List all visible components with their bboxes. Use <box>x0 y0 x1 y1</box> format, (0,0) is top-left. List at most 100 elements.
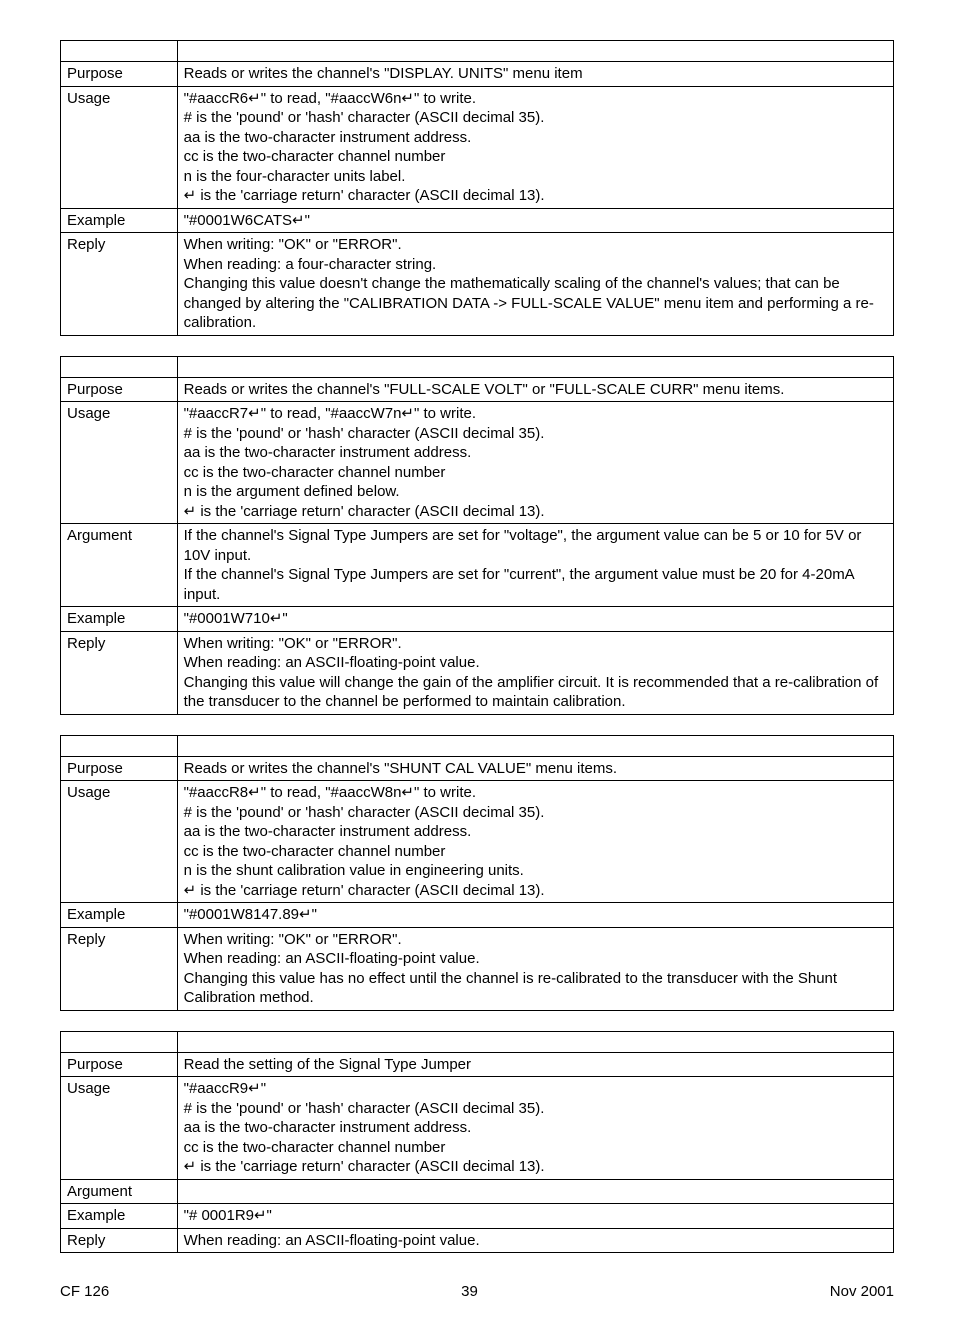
row-label: Reply <box>61 927 178 1010</box>
footer-left: CF 126 <box>60 1283 109 1300</box>
table-row: PurposeReads or writes the channel's "FU… <box>61 377 894 402</box>
table-row: Purpose Reads or writes the channel's "SH… <box>61 756 894 781</box>
table-header-cell <box>61 356 178 377</box>
command-table: PurposeReads or writes the channel's "FU… <box>60 356 894 715</box>
row-label: Purpose <box>61 756 178 781</box>
content-line: If the channel's Signal Type Jumpers are… <box>184 565 887 604</box>
content-line: cc is the two-character channel number <box>184 1138 887 1158</box>
row-content: Reads or writes the channel's "FULL-SCAL… <box>177 377 893 402</box>
content-line: aa is the two-character instrument addre… <box>184 443 887 463</box>
content-line: aa is the two-character instrument addre… <box>184 1118 887 1138</box>
content-line: Reads or writes the channel's "SHUNT CAL… <box>184 759 887 779</box>
content-line: "#aaccR6↵" to read, "#aaccW6n↵" to write… <box>184 89 887 109</box>
row-label: Purpose <box>61 1052 178 1077</box>
row-label: Example <box>61 903 178 928</box>
content-line: When reading: an ASCII-floating-point va… <box>184 653 887 673</box>
table-row: Usage "#aaccR6↵" to read, "#aaccW6n↵" to … <box>61 86 894 208</box>
command-table: Purpose Reads or writes the channel's "DI… <box>60 40 894 336</box>
content-line: cc is the two-character channel number <box>184 147 887 167</box>
row-label: Example <box>61 607 178 632</box>
command-table: PurposeRead the setting of the Signal Ty… <box>60 1031 894 1254</box>
row-content: "#aaccR8↵" to read, "#aaccW8n↵" to write… <box>177 781 893 903</box>
content-line: cc is the two-character channel number <box>184 463 887 483</box>
row-content: When reading: an ASCII-floating-point va… <box>177 1228 893 1253</box>
footer-center: 39 <box>461 1283 478 1300</box>
row-content: If the channel's Signal Type Jumpers are… <box>177 524 893 607</box>
table-header-cell <box>177 1031 893 1052</box>
row-label: Argument <box>61 524 178 607</box>
content-line: # is the 'pound' or 'hash' character (AS… <box>184 424 887 444</box>
content-line: ↵ is the 'carriage return' character (AS… <box>184 502 887 522</box>
content-line: cc is the two-character channel number <box>184 842 887 862</box>
table-header-cell <box>61 1031 178 1052</box>
content-line: # is the 'pound' or 'hash' character (AS… <box>184 1099 887 1119</box>
content-line: Changing this value has no effect until … <box>184 969 887 1008</box>
content-line: "#0001W8147.89↵" <box>184 905 887 925</box>
command-table: Purpose Reads or writes the channel's "SH… <box>60 735 894 1011</box>
row-content: When writing: "OK" or "ERROR".When readi… <box>177 233 893 336</box>
row-label: Usage <box>61 1077 178 1180</box>
content-line: Changing this value will change the gain… <box>184 673 887 712</box>
page-footer: CF 126 39 Nov 2001 <box>60 1283 894 1300</box>
table-header-cell <box>177 41 893 62</box>
table-row: Example "#0001W6CATS↵" <box>61 208 894 233</box>
table-row: ReplyWhen writing: "OK" or "ERROR".When … <box>61 233 894 336</box>
table-row: Example "#0001W8147.89↵" <box>61 903 894 928</box>
row-content: "#0001W8147.89↵" <box>177 903 893 928</box>
content-line: If the channel's Signal Type Jumpers are… <box>184 526 887 565</box>
row-label: Usage <box>61 86 178 208</box>
table-header-cell <box>177 356 893 377</box>
row-content: "#0001W6CATS↵" <box>177 208 893 233</box>
row-content: "#aaccR6↵" to read, "#aaccW6n↵" to write… <box>177 86 893 208</box>
row-content: Read the setting of the Signal Type Jump… <box>177 1052 893 1077</box>
table-row: Purpose Reads or writes the channel's "DI… <box>61 62 894 87</box>
content-line: When writing: "OK" or "ERROR". <box>184 235 887 255</box>
content-line: When reading: an ASCII-floating-point va… <box>184 949 887 969</box>
table-row: PurposeRead the setting of the Signal Ty… <box>61 1052 894 1077</box>
table-header-cell <box>61 41 178 62</box>
content-line: "#0001W6CATS↵" <box>184 211 887 231</box>
table-row: Reply When reading: an ASCII-floating-poi… <box>61 1228 894 1253</box>
content-line: ↵ is the 'carriage return' character (AS… <box>184 881 887 901</box>
table-header-cell <box>177 735 893 756</box>
row-label: Example <box>61 1204 178 1229</box>
content-line: aa is the two-character instrument addre… <box>184 128 887 148</box>
footer-right: Nov 2001 <box>830 1283 894 1300</box>
row-label: Example <box>61 208 178 233</box>
table-row: Usage"#aaccR8↵" to read, "#aaccW8n↵" to … <box>61 781 894 903</box>
content-line: When writing: "OK" or "ERROR". <box>184 634 887 654</box>
table-row: ReplyWhen writing: "OK" or "ERROR". When… <box>61 927 894 1010</box>
content-line: When reading: a four-character string. <box>184 255 887 275</box>
row-label: Reply <box>61 1228 178 1253</box>
row-label: Usage <box>61 402 178 524</box>
row-content: When writing: "OK" or "ERROR".When readi… <box>177 631 893 714</box>
content-line: n is the four-character units label. <box>184 167 887 187</box>
content-line: Reads or writes the channel's "DISPLAY. … <box>184 64 887 84</box>
table-row: Argument <box>61 1179 894 1204</box>
content-line: Changing this value doesn't change the m… <box>184 274 887 333</box>
row-label: Usage <box>61 781 178 903</box>
table-row: Usage "#aaccR9↵"# is the 'pound' or 'hash… <box>61 1077 894 1180</box>
row-content: When writing: "OK" or "ERROR". When read… <box>177 927 893 1010</box>
content-line: aa is the two-character instrument addre… <box>184 822 887 842</box>
content-line: ↵ is the 'carriage return' character (AS… <box>184 186 887 206</box>
table-row: Example "#0001W710↵" <box>61 607 894 632</box>
table-row: ReplyWhen writing: "OK" or "ERROR".When … <box>61 631 894 714</box>
row-content: Reads or writes the channel's "DISPLAY. … <box>177 62 893 87</box>
table-header-cell <box>61 735 178 756</box>
content-line: "#aaccR9↵" <box>184 1079 887 1099</box>
row-content: Reads or writes the channel's "SHUNT CAL… <box>177 756 893 781</box>
content-line: "#0001W710↵" <box>184 609 887 629</box>
table-row: ArgumentIf the channel's Signal Type Jum… <box>61 524 894 607</box>
row-label: Purpose <box>61 62 178 87</box>
row-label: Argument <box>61 1179 178 1204</box>
row-content: "#0001W710↵" <box>177 607 893 632</box>
content-line: # is the 'pound' or 'hash' character (AS… <box>184 108 887 128</box>
content-line: "# 0001R9↵" <box>184 1206 887 1226</box>
row-content: "#aaccR7↵" to read, "#aaccW7n↵" to write… <box>177 402 893 524</box>
content-line <box>184 1182 887 1202</box>
content-line: When reading: an ASCII-floating-point va… <box>184 1231 887 1251</box>
content-line: "#aaccR7↵" to read, "#aaccW7n↵" to write… <box>184 404 887 424</box>
row-content <box>177 1179 893 1204</box>
content-line: When writing: "OK" or "ERROR". <box>184 930 887 950</box>
